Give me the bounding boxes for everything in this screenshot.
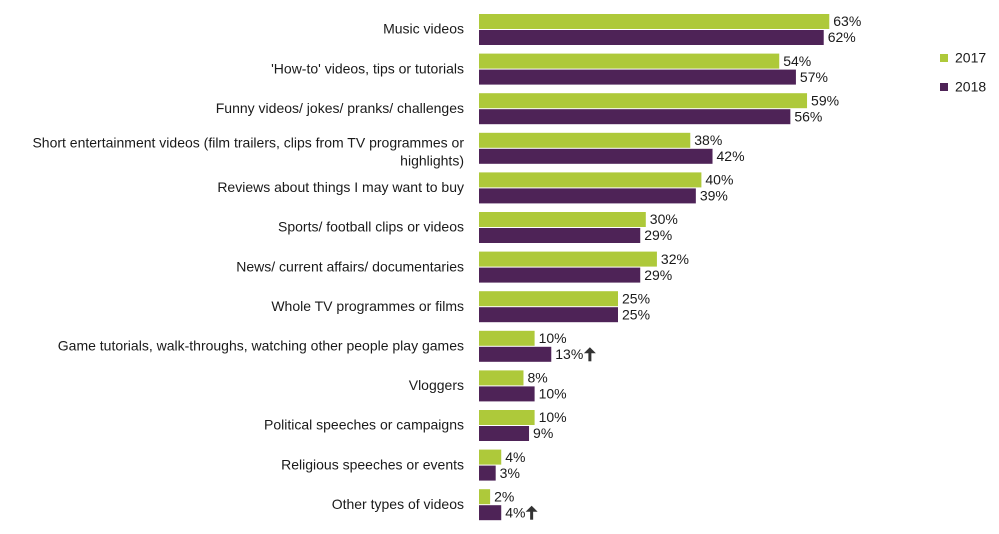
bar-2017 [479,14,830,29]
bar-2018 [479,228,641,243]
bar-2018 [479,148,713,164]
data-label: 25% [622,306,650,322]
data-label: 2% [494,488,514,504]
data-label: 59% [811,92,839,108]
bar-2018 [479,188,696,204]
category-label: Religious speeches or events [281,456,464,472]
legend-label: 2017 [955,50,986,66]
bar-2017 [479,449,502,465]
bar-2017 [479,212,646,227]
bar-2018 [479,267,641,283]
data-label: 63% [833,13,861,29]
data-label: 29% [644,267,672,283]
bar-2017 [479,251,657,267]
data-label: 30% [650,211,678,227]
data-label: 40% [705,172,733,188]
data-label: 4% [505,449,525,465]
category-label: Other types of videos [332,496,464,512]
bar-2018 [479,465,496,481]
data-label: 32% [661,251,689,267]
data-label: 25% [622,290,650,306]
data-label: 4% [505,504,525,520]
bar-2017 [479,410,535,425]
data-label: 57% [800,69,828,85]
category-label: Vloggers [409,377,464,393]
bar-2018 [479,386,535,402]
data-label: 54% [783,53,811,69]
bar-2018 [479,30,824,45]
bar-2017 [479,291,618,307]
legend-swatch-2017 [940,54,948,62]
category-label: Sports/ football clips or videos [278,219,464,235]
category-label: Whole TV programmes or films [271,298,464,314]
category-label: Game tutorials, walk-throughs, watching … [58,338,464,354]
data-label: 62% [828,29,856,45]
data-label: 39% [700,188,728,204]
data-label: 38% [694,132,722,148]
category-label: highlights) [400,153,464,169]
data-label: 13% [555,346,583,362]
category-label: Music videos [383,21,464,37]
data-label: 10% [539,386,567,402]
bar-2017 [479,93,808,109]
category-label: Reviews about things I may want to buy [217,179,464,195]
data-label: 56% [794,108,822,124]
bar-2017 [479,330,535,346]
bar-2017 [479,172,702,188]
legend-swatch-2018 [940,83,948,91]
bar-2018 [479,109,791,125]
bar-2018 [479,346,552,362]
data-label: 3% [500,465,520,481]
data-label: 8% [527,370,547,386]
category-label: 'How-to' videos, tips or tutorials [271,60,464,76]
bar-2017 [479,489,491,505]
data-label: 9% [533,425,553,441]
data-label: 10% [539,409,567,425]
category-label: Political speeches or campaigns [264,417,464,433]
category-label: Short entertainment videos (film trailer… [32,135,464,151]
bar-2017 [479,132,691,148]
data-label: 29% [644,227,672,243]
bar-2017 [479,370,524,386]
category-label: News/ current affairs/ documentaries [236,258,464,274]
bar-2018 [479,69,796,85]
category-label: Funny videos/ jokes/ pranks/ challenges [216,100,464,116]
bar-2018 [479,505,502,521]
legend-label: 2018 [955,79,986,95]
data-label: 10% [539,330,567,346]
bar-2018 [479,426,530,441]
bar-2017 [479,53,780,69]
bar-2018 [479,307,618,323]
up-arrow-icon [525,505,538,520]
data-label: 42% [717,148,745,164]
up-arrow-icon [583,347,596,362]
